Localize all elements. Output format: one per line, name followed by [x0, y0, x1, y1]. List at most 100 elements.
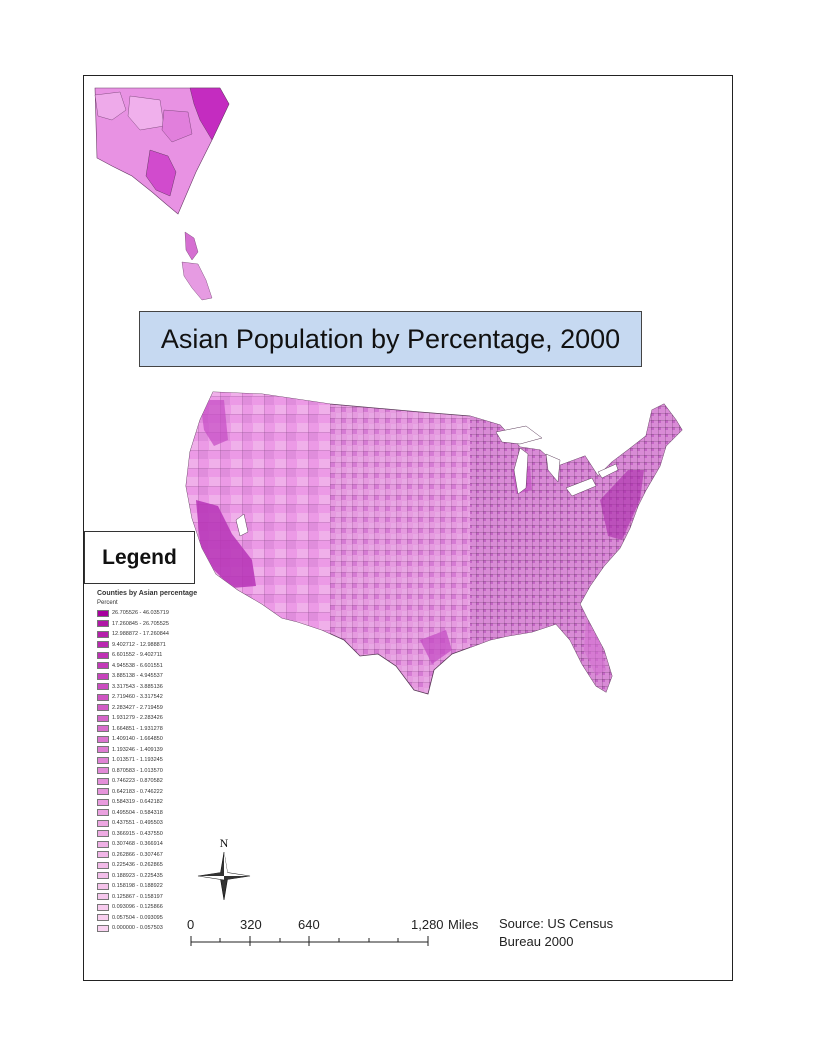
legend-swatch	[97, 798, 109, 806]
legend-swatch	[97, 840, 109, 848]
legend-class-label: 9.402712 - 12.988871	[112, 641, 166, 648]
scale-tick-0: 0	[187, 917, 195, 932]
legend-swatch	[97, 735, 109, 743]
legend-class-row: 0.225436 - 0.262865	[97, 860, 227, 871]
north-arrow-label: N	[220, 836, 229, 850]
legend-class-label: 3.885138 - 4.945537	[112, 673, 163, 680]
legend-class-label: 0.000000 - 0.057503	[112, 925, 163, 932]
scale-unit: Miles	[448, 917, 479, 932]
legend-swatch	[97, 672, 109, 680]
legend-class-label: 2.283427 - 2.719459	[112, 704, 163, 711]
legend-class-row: 0.495504 - 0.584318	[97, 808, 227, 819]
legend-class-label: 1.013571 - 1.193245	[112, 757, 163, 764]
legend-class-label: 0.125867 - 0.158197	[112, 893, 163, 900]
legend-swatch	[97, 914, 109, 922]
contiguous-us-map	[185, 391, 683, 695]
legend-swatch	[97, 924, 109, 932]
legend-class-row: 0.366915 - 0.437550	[97, 829, 227, 840]
legend-class-row: 1.193246 - 1.409139	[97, 745, 227, 756]
legend-class-label: 0.642183 - 0.746222	[112, 788, 163, 795]
legend-class-row: 0.262866 - 0.307467	[97, 850, 227, 861]
legend-swatch	[97, 767, 109, 775]
legend-class-label: 0.495504 - 0.584318	[112, 809, 163, 816]
legend-class-row: 1.931279 - 2.283426	[97, 713, 227, 724]
legend-class-row: 9.402712 - 12.988871	[97, 640, 227, 651]
legend-swatch	[97, 788, 109, 796]
legend-class-row: 0.307468 - 0.366914	[97, 839, 227, 850]
legend-class-label: 0.262866 - 0.307467	[112, 851, 163, 858]
legend-class-label: 0.366915 - 0.437550	[112, 830, 163, 837]
legend-field-name: Percent	[97, 600, 118, 606]
legend-layer-title: Counties by Asian percentage	[97, 590, 198, 597]
legend-class-row: 0.642183 - 0.746222	[97, 787, 227, 798]
legend-swatch	[97, 851, 109, 859]
legend-class-label: 0.437551 - 0.495503	[112, 820, 163, 827]
legend-swatch	[97, 777, 109, 785]
legend-class-row: 0.057504 - 0.093095	[97, 913, 227, 924]
legend-class-row: 1.664851 - 1.931278	[97, 724, 227, 735]
legend-swatch	[97, 704, 109, 712]
legend-swatch	[97, 651, 109, 659]
scale-bar	[190, 936, 429, 946]
legend-class-row: 3.885138 - 4.945537	[97, 671, 227, 682]
legend-swatch	[97, 893, 109, 901]
legend-swatch	[97, 809, 109, 817]
legend-class-row: 6.601552 - 9.402711	[97, 650, 227, 661]
legend-class-label: 3.317543 - 3.885136	[112, 683, 163, 690]
legend-swatch	[97, 872, 109, 880]
legend-class-row: 2.283427 - 2.719459	[97, 703, 227, 714]
legend-swatch	[97, 641, 109, 649]
legend-class-label: 0.158198 - 0.188922	[112, 883, 163, 890]
legend-swatch	[97, 756, 109, 764]
legend-class-row: 0.093096 - 0.125866	[97, 902, 227, 913]
legend-class-row: 0.584319 - 0.642182	[97, 797, 227, 808]
legend-class-row: 0.188923 - 0.225435	[97, 871, 227, 882]
legend-class-row: 2.719460 - 3.317542	[97, 692, 227, 703]
legend-class-row: 0.870583 - 1.013570	[97, 766, 227, 777]
legend-class-label: 17.260845 - 26.705525	[112, 620, 169, 627]
legend-class-row: 12.988872 - 17.260844	[97, 629, 227, 640]
map-title: Asian Population by Percentage, 2000	[139, 311, 642, 367]
legend-classes: 26.705526 - 46.035719 17.260845 - 26.7055…	[97, 608, 227, 934]
legend-class-label: 0.057504 - 0.093095	[112, 914, 163, 921]
legend-class-label: 26.705526 - 46.035719	[112, 610, 169, 617]
legend-heading: Legend	[84, 531, 195, 584]
legend-class-row: 4.945538 - 6.601551	[97, 661, 227, 672]
scale-tick-1280: 1,280	[411, 917, 444, 932]
legend-class-row: 3.317543 - 3.885136	[97, 682, 227, 693]
legend-swatch	[97, 609, 109, 617]
legend-class-label: 1.409140 - 1.664850	[112, 736, 163, 743]
legend-swatch	[97, 714, 109, 722]
legend-class-row: 0.125867 - 0.158197	[97, 892, 227, 903]
legend-class-row: 1.409140 - 1.664850	[97, 734, 227, 745]
legend-swatch	[97, 903, 109, 911]
scale-tick-640: 640	[298, 917, 320, 932]
source-credit: Source: US Census Bureau 2000	[499, 916, 614, 949]
legend-class-label: 0.307468 - 0.366914	[112, 841, 163, 848]
legend-class-label: 4.945538 - 6.601551	[112, 662, 163, 669]
legend-swatch	[97, 861, 109, 869]
legend-swatch	[97, 662, 109, 670]
legend-class-row: 0.437551 - 0.495503	[97, 818, 227, 829]
legend-swatch	[97, 683, 109, 691]
legend-class-label: 1.664851 - 1.931278	[112, 725, 163, 732]
legend-class-label: 0.093096 - 0.125866	[112, 904, 163, 911]
legend-class-label: 0.870583 - 1.013570	[112, 767, 163, 774]
legend-class-row: 0.158198 - 0.188922	[97, 881, 227, 892]
legend-class-label: 1.193246 - 1.409139	[112, 746, 163, 753]
north-arrow-icon: N	[197, 836, 251, 901]
legend-swatch	[97, 882, 109, 890]
legend-swatch	[97, 819, 109, 827]
scale-tick-320: 320	[240, 917, 262, 932]
legend-class-label: 0.225436 - 0.262865	[112, 862, 163, 869]
legend-swatch	[97, 620, 109, 628]
legend-class-label: 1.931279 - 2.283426	[112, 715, 163, 722]
legend-class-label: 0.746223 - 0.870582	[112, 778, 163, 785]
legend-class-label: 12.988872 - 17.260844	[112, 631, 169, 638]
alaska-inset	[94, 87, 230, 301]
legend-class-label: 2.719460 - 3.317542	[112, 694, 163, 701]
legend-class-row: 26.705526 - 46.035719	[97, 608, 227, 619]
legend-class-label: 0.584319 - 0.642182	[112, 799, 163, 806]
legend-class-row: 1.013571 - 1.193245	[97, 755, 227, 766]
